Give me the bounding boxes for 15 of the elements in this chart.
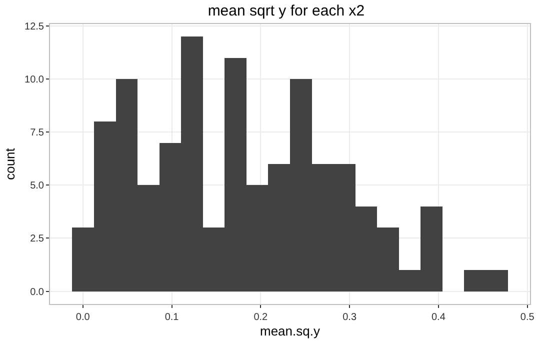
y-tick-label: 2.5 <box>30 234 44 245</box>
x-tick-label: 0.3 <box>342 312 357 323</box>
x-axis-title: mean.sq.y <box>260 324 320 339</box>
x-tick-label: 0.4 <box>431 312 446 323</box>
y-tick-label: 5.0 <box>30 180 44 192</box>
y-tick-label: 10.0 <box>24 74 44 86</box>
y-tick-label: 12.5 <box>24 22 44 33</box>
x-tick-label: 0.1 <box>164 312 180 323</box>
x-tick-label: 0.5 <box>520 312 535 323</box>
x-tick-label: 0.0 <box>76 312 90 323</box>
x-tick-label: 0.2 <box>254 312 268 323</box>
y-tick-label: 0.0 <box>30 286 44 298</box>
y-tick-label: 7.5 <box>30 128 44 139</box>
chart-title: mean sqrt y for each x2 <box>208 2 365 20</box>
y-axis-title: count <box>2 148 18 180</box>
